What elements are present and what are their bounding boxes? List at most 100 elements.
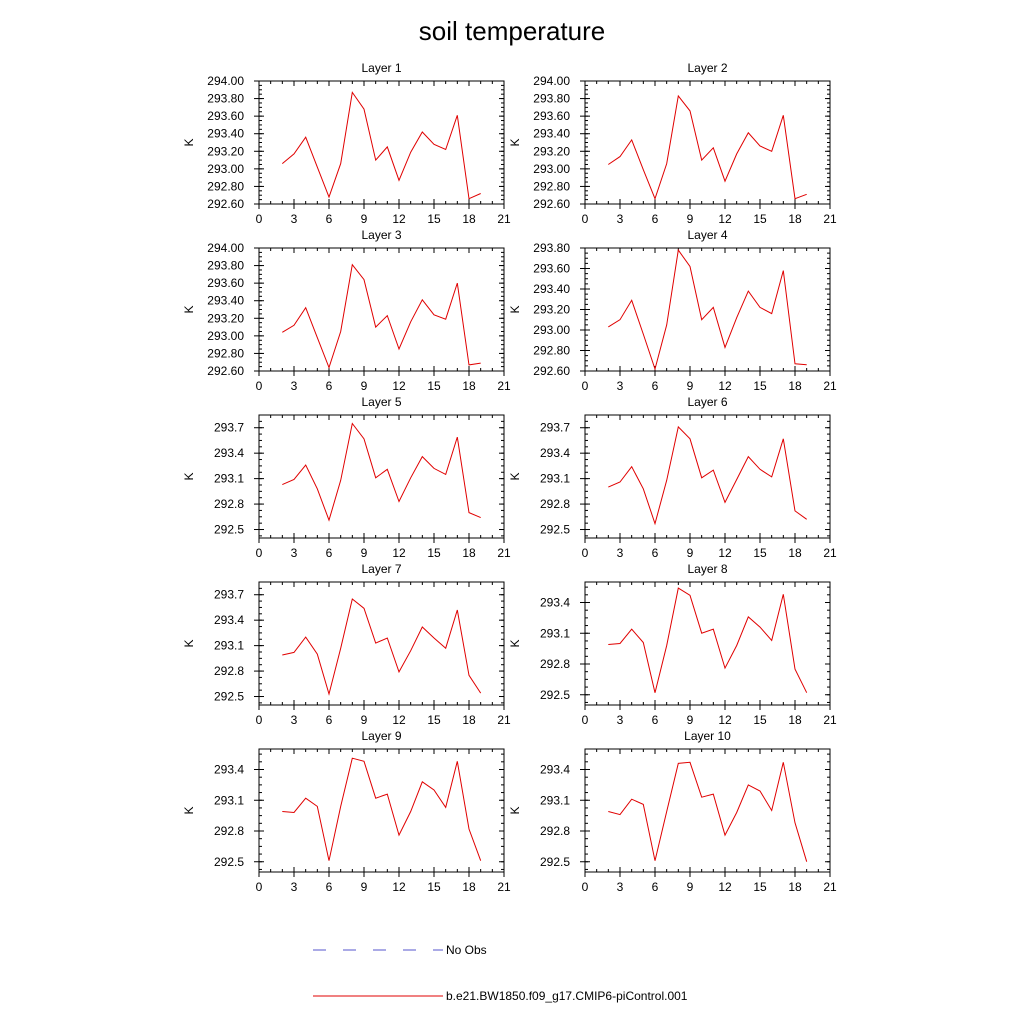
y-tick-label: 293.4 xyxy=(214,446,244,460)
x-tick-label: 18 xyxy=(788,546,802,560)
legend: No Obs b.e21.BW1850.f09_g17.CMIP6-piCont… xyxy=(313,943,688,1003)
panel-title: Layer 3 xyxy=(361,228,401,242)
x-tick-label: 6 xyxy=(652,713,659,727)
y-tick-label: 292.60 xyxy=(533,197,570,211)
x-tick-label: 18 xyxy=(788,212,802,226)
y-tick-label: 293.40 xyxy=(207,294,244,308)
x-tick-label: 9 xyxy=(361,212,368,226)
x-tick-label: 9 xyxy=(687,212,694,226)
y-tick-label: 293.1 xyxy=(540,626,570,640)
x-tick-label: 6 xyxy=(652,379,659,393)
x-tick-label: 21 xyxy=(497,713,511,727)
y-tick-label: 293.7 xyxy=(214,421,244,435)
x-tick-label: 6 xyxy=(326,379,333,393)
plot-frame xyxy=(584,581,831,706)
x-tick-label: 15 xyxy=(427,880,441,894)
y-tick-label: 293.4 xyxy=(540,763,570,777)
y-tick-label: 293.4 xyxy=(540,596,570,610)
x-tick-label: 15 xyxy=(753,212,767,226)
x-tick-label: 12 xyxy=(392,212,406,226)
x-tick-label: 9 xyxy=(687,546,694,560)
y-tick-label: 293.40 xyxy=(533,282,570,296)
y-tick-label: 293.7 xyxy=(540,421,570,435)
chart-panel-10: Layer 10 0 3 6 9 12 15 18 21 292.5 292.8 293.1 293.4… xyxy=(508,729,837,894)
y-tick-label: 293.20 xyxy=(533,303,570,317)
x-tick-label: 21 xyxy=(497,546,511,560)
panel-title: Layer 4 xyxy=(687,228,727,242)
y-tick-label: 293.4 xyxy=(540,446,570,460)
x-tick-label: 18 xyxy=(462,546,476,560)
x-tick-label: 0 xyxy=(256,379,263,393)
y-tick-label: 292.8 xyxy=(540,824,570,838)
x-tick-label: 18 xyxy=(788,880,802,894)
x-tick-label: 3 xyxy=(291,546,298,560)
plot-frame xyxy=(258,414,505,539)
x-tick-label: 9 xyxy=(687,713,694,727)
y-axis-label: K xyxy=(182,639,196,647)
y-tick-label: 293.1 xyxy=(540,472,570,486)
chart-panel-1: Layer 1 0 3 6 9 12 15 18 21 292.60 292.80 293.00 293… xyxy=(182,61,511,226)
series-line xyxy=(281,91,481,200)
x-tick-label: 0 xyxy=(582,880,589,894)
y-tick-label: 293.80 xyxy=(207,259,244,273)
x-tick-label: 9 xyxy=(361,880,368,894)
x-tick-label: 9 xyxy=(361,379,368,393)
panels-grid: Layer 10 3 6 9 12 15 18 21 292.60 292.8 0 293.00 293… xyxy=(182,61,837,894)
y-tick-label: 293.1 xyxy=(540,793,570,807)
y-tick-label: 293.7 xyxy=(214,588,244,602)
x-tick-label: 21 xyxy=(823,546,837,560)
chart-panel-3: Layer 3 0 3 6 9 12 15 18 21 292.60 292.80 293.00 293… xyxy=(182,228,511,393)
x-tick-label: 9 xyxy=(361,713,368,727)
y-tick-label: 293.20 xyxy=(533,144,570,158)
series-line xyxy=(282,598,482,696)
y-tick-label: 292.60 xyxy=(207,364,244,378)
plot-frame xyxy=(584,748,831,873)
x-tick-label: 3 xyxy=(291,880,298,894)
x-tick-label: 21 xyxy=(823,880,837,894)
x-tick-label: 18 xyxy=(462,212,476,226)
series-line xyxy=(608,761,808,862)
x-tick-label: 15 xyxy=(427,546,441,560)
x-tick-label: 21 xyxy=(497,880,511,894)
y-tick-label: 292.8 xyxy=(214,497,244,511)
x-tick-label: 12 xyxy=(718,212,732,226)
y-tick-label: 293.40 xyxy=(207,127,244,141)
x-tick-label: 6 xyxy=(652,546,659,560)
x-tick-label: 9 xyxy=(687,880,694,894)
panel-title: Layer 10 xyxy=(684,729,731,743)
x-tick-label: 0 xyxy=(582,379,589,393)
x-tick-label: 6 xyxy=(326,212,333,226)
panel-title: Layer 5 xyxy=(361,395,401,409)
x-tick-label: 15 xyxy=(753,546,767,560)
y-tick-label: 293.80 xyxy=(533,92,570,106)
chart-panel-8: Layer 8 0 3 6 9 12 15 18 21 292.5 292.8 293.1 293.4 K xyxy=(508,562,837,727)
x-tick-label: 3 xyxy=(291,379,298,393)
x-tick-label: 3 xyxy=(617,546,624,560)
series-line xyxy=(608,587,808,693)
chart-panel-4: Layer 4 0 3 6 9 12 15 18 21 292.60 292.80 293.00 293… xyxy=(508,228,837,393)
x-tick-label: 12 xyxy=(718,546,732,560)
chart-panel-6: Layer 6 0 3 6 9 12 15 18 21 292.5 292.8 293.1 293.4 2… xyxy=(508,395,837,560)
y-axis-label: K xyxy=(508,639,522,647)
x-tick-label: 15 xyxy=(427,379,441,393)
y-tick-label: 293.4 xyxy=(214,613,244,627)
y-tick-label: 293.00 xyxy=(533,162,570,176)
x-tick-label: 3 xyxy=(617,212,624,226)
panel-title: Layer 8 xyxy=(687,562,727,576)
x-tick-label: 12 xyxy=(392,546,406,560)
x-tick-label: 0 xyxy=(582,546,589,560)
y-tick-label: 293.20 xyxy=(207,144,244,158)
y-tick-label: 293.00 xyxy=(207,162,244,176)
chart-panel-7: Layer 7 0 3 6 9 12 15 18 21 292.5 292.8 293.1 293.4 2… xyxy=(182,562,511,727)
y-tick-label: 293.1 xyxy=(214,639,244,653)
x-tick-label: 3 xyxy=(617,880,624,894)
x-tick-label: 18 xyxy=(462,379,476,393)
panel-title: Layer 7 xyxy=(361,562,401,576)
y-tick-label: 292.60 xyxy=(533,364,570,378)
x-tick-label: 6 xyxy=(326,546,333,560)
y-tick-label: 292.8 xyxy=(540,657,570,671)
y-tick-label: 293.00 xyxy=(533,323,570,337)
x-tick-label: 6 xyxy=(652,212,659,226)
x-tick-label: 21 xyxy=(823,713,837,727)
